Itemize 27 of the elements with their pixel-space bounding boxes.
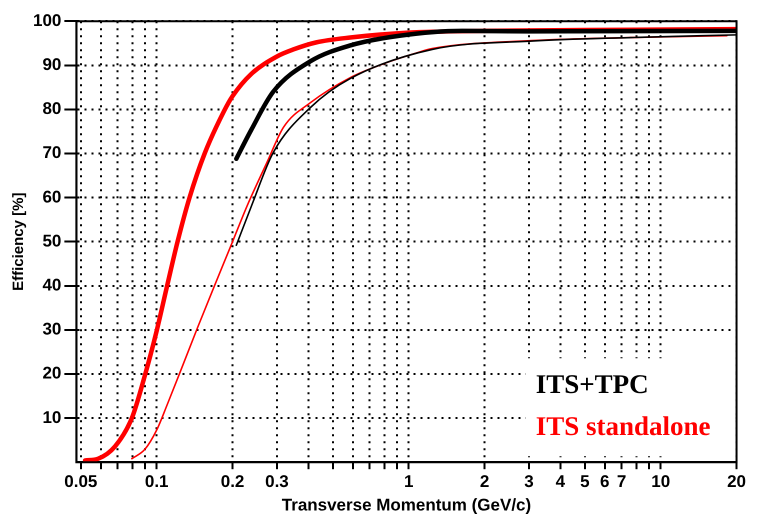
x-tick-label: 20: [727, 472, 746, 492]
x-tick-label: 3: [524, 472, 534, 492]
x-tick-label: 0.2: [220, 472, 244, 492]
x-tick-label: 0.1: [144, 472, 169, 492]
y-tick-label: 10: [42, 408, 62, 427]
text: ITS+TPC: [536, 369, 649, 400]
y-tick-label: 90: [42, 54, 62, 74]
y-axis-title: Efficiency [%]: [10, 192, 28, 291]
x-tick-label: 7: [616, 472, 626, 492]
x-tick-label: 0.3: [265, 472, 289, 492]
y-tick-label: 20: [42, 364, 62, 383]
y-tick-label: 60: [42, 187, 62, 206]
x-tick-label: 1: [404, 472, 414, 492]
x-tick-label: 4: [556, 472, 566, 492]
x-tick-label: 2: [480, 472, 490, 492]
x-tick-label: 0.05: [64, 472, 98, 492]
y-tick-label: 50: [42, 231, 62, 250]
x-tick-label: 6: [600, 472, 610, 492]
y-tick-label: 100: [32, 10, 62, 30]
y-tick-label: 70: [42, 143, 62, 162]
x-tick-label: 5: [580, 472, 590, 492]
y-tick-label: 30: [42, 320, 62, 339]
y-tick-label: 80: [42, 99, 62, 118]
x-tick-label: 10: [651, 472, 670, 492]
y-tick-label: 40: [42, 275, 62, 294]
x-axis-title: Transverse Momentum (GeV/c): [282, 495, 532, 514]
text: ITS standalone: [536, 411, 711, 442]
